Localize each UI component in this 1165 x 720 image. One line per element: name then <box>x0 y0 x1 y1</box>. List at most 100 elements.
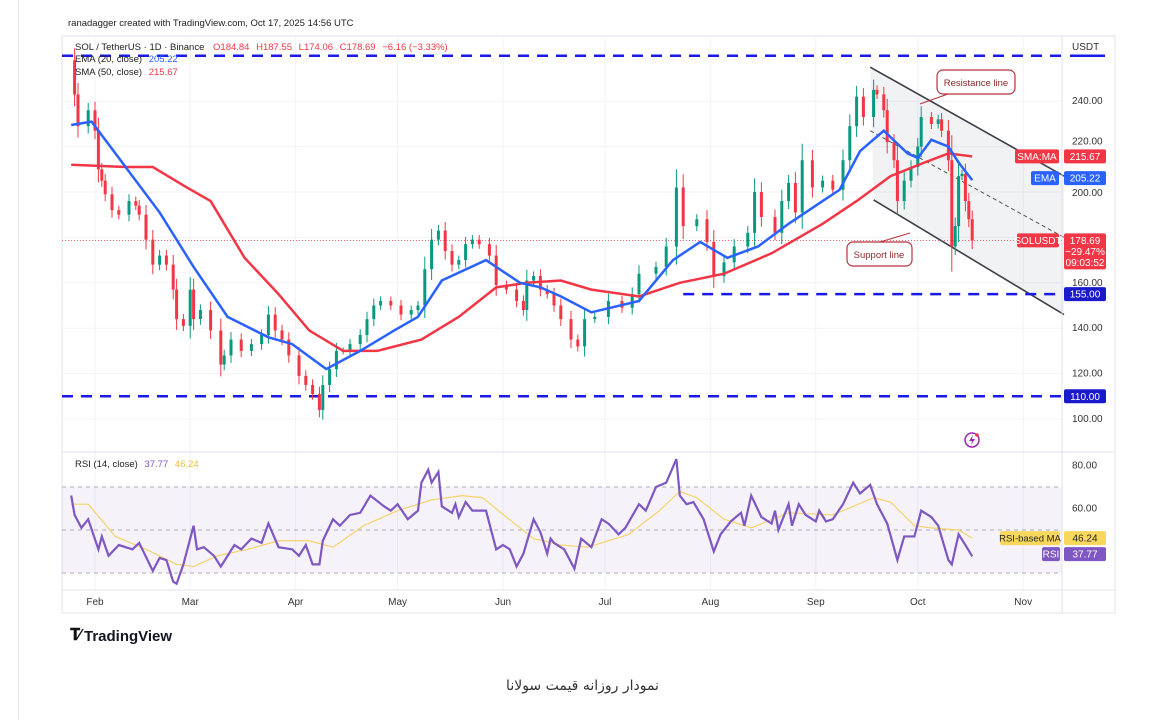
candle-body <box>379 300 383 306</box>
sma-tag-value: 215.67 <box>1070 152 1101 163</box>
ema-tag-name: EMA <box>1034 174 1056 185</box>
month-tick-label: Mar <box>182 597 200 608</box>
rsi-line <box>70 458 974 586</box>
candle-body <box>470 239 474 245</box>
candle-body <box>909 167 913 181</box>
candle-body <box>872 89 876 118</box>
candle-body <box>695 219 699 227</box>
resistance-annotation[interactable]: Resistance line <box>919 69 1016 105</box>
ema20-line <box>70 120 974 371</box>
support-line <box>873 199 1065 316</box>
candle-body <box>953 226 957 247</box>
candle-body <box>317 394 321 410</box>
candle-body <box>86 110 90 127</box>
tradingview-logo-icon: 𝐓∕ <box>70 627 81 644</box>
candle-body <box>545 289 549 295</box>
candle-body <box>504 285 508 290</box>
rsi-tag-name: RSI <box>1043 550 1060 561</box>
candle-body <box>664 246 668 267</box>
candle-body <box>103 180 107 195</box>
month-tick-label: Nov <box>1014 597 1032 608</box>
price-tick-label: 120.00 <box>1072 369 1103 380</box>
month-tick-label: Feb <box>86 597 104 608</box>
candle-body <box>73 60 77 95</box>
candle-body <box>134 201 138 206</box>
candle-body <box>450 251 454 265</box>
candle-body <box>464 244 468 261</box>
candle-body <box>712 241 716 276</box>
tradingview-logo[interactable]: 𝐓∕ TradingView <box>70 627 172 645</box>
candle-body <box>746 232 750 247</box>
candle-body <box>192 289 196 320</box>
resistance-callout-pointer <box>919 93 949 105</box>
rsi-axis[interactable]: 80.00 60.00 <box>1072 461 1097 515</box>
candle-body <box>144 214 148 240</box>
candle-body <box>209 310 213 331</box>
level-155-tag-value: 155.00 <box>1070 290 1101 301</box>
symbol-tag-bg <box>1017 233 1059 248</box>
candle-body <box>919 117 923 147</box>
support-annotation[interactable]: Support line <box>846 232 913 267</box>
month-tick-label: Jul <box>599 597 612 608</box>
candle-body <box>423 269 427 306</box>
price-tick-label: 160.00 <box>1072 278 1103 289</box>
month-tick-label: Sep <box>807 597 825 608</box>
candle-body <box>219 330 223 365</box>
grid-lines <box>62 36 1062 590</box>
rsi-tag-value-bg <box>1064 547 1106 562</box>
candle-body <box>957 176 961 227</box>
candle-body <box>399 305 403 315</box>
candle-body <box>960 173 964 177</box>
rsi-band-lines <box>62 486 1062 574</box>
ohlc-low: L174.06 <box>299 42 333 53</box>
rsi-tick-label: 80.00 <box>1072 461 1097 472</box>
rsi-legend[interactable]: RSI (14, close) 37.77 46.24 <box>75 459 199 470</box>
candle-body <box>436 230 440 240</box>
candle-body <box>885 110 889 143</box>
symbol-legend[interactable]: SOL / TetherUS · 1D · Binance O184.84 H1… <box>75 42 448 53</box>
candle-body <box>929 117 933 124</box>
ema-legend-value: 205.22 <box>149 54 178 65</box>
time-axis[interactable]: Feb Mar Apr May Jun Jul Aug Sep Oct Nov <box>86 597 1032 608</box>
candle-body <box>630 294 634 308</box>
svg-text:SOL / TetherUS · 1D · Binance: SOL / TetherUS · 1D · Binance O184.84 H1… <box>75 42 448 53</box>
candle-body <box>841 160 845 190</box>
support-callout-pointer <box>879 232 911 243</box>
candle-body <box>229 339 233 356</box>
ema-legend[interactable]: EMA (20, close) 205.22 <box>75 54 178 65</box>
candle-body <box>593 316 597 320</box>
candle-body <box>358 335 362 345</box>
level-110-tag-value: 110.00 <box>1070 392 1100 403</box>
candle-body <box>188 289 192 326</box>
candle-body <box>936 119 940 124</box>
candle-body <box>477 239 481 245</box>
currency-label[interactable]: USDT <box>1072 42 1099 53</box>
candle-body <box>164 255 168 265</box>
candle-body <box>793 182 797 213</box>
candle-body <box>705 219 709 242</box>
candle-body <box>569 319 573 340</box>
candle-body <box>171 264 175 290</box>
candle-body <box>334 350 338 370</box>
candle-body <box>515 289 519 301</box>
candle-body <box>328 369 332 385</box>
candle-body <box>970 219 974 241</box>
candle-body <box>810 160 814 188</box>
candle-body <box>158 255 162 265</box>
candle-body <box>487 244 491 256</box>
chart-frame <box>61 35 1116 614</box>
candle-body <box>521 300 525 311</box>
price-axis[interactable]: 240.00 220.00 200.00 160.00 140.00 120.00 100.… <box>1072 96 1103 425</box>
chart-caption: نمودار روزانه قیمت سولانا <box>506 678 659 694</box>
candle-body <box>552 294 556 306</box>
lightning-icon[interactable] <box>964 432 980 448</box>
candle-body <box>848 126 852 161</box>
candle-body <box>780 201 784 233</box>
rsi-ma-tag-name: RSI-based MA <box>999 534 1061 545</box>
candle-body <box>654 266 658 274</box>
price-tag-change: −29.47% <box>1065 247 1105 258</box>
tradingview-logo-text: TradingView <box>83 627 173 645</box>
sma-legend[interactable]: SMA (50, close) 215.67 <box>75 67 178 78</box>
candle-body <box>389 300 393 306</box>
